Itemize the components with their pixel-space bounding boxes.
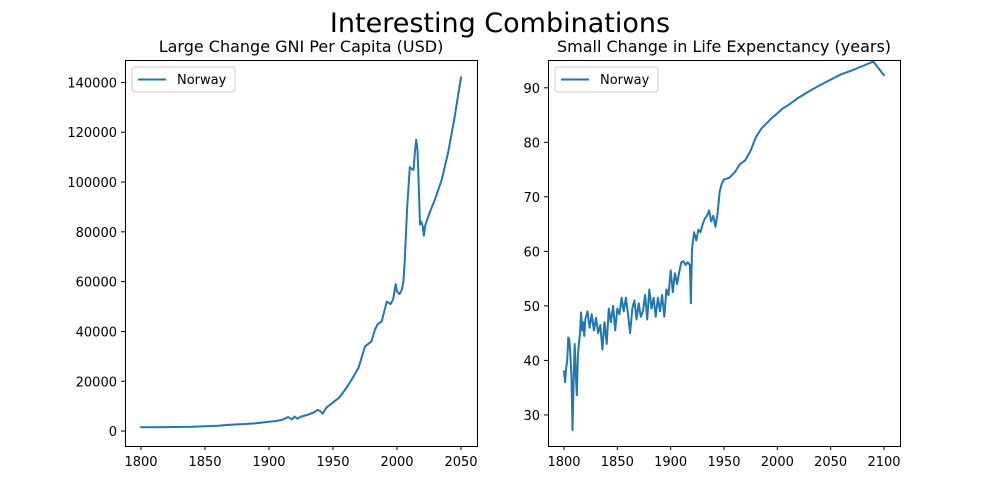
gni-legend-box: [131, 66, 236, 93]
life-expectancy-legend-box: [554, 66, 659, 93]
life-expectancy-x-tick-label: 1850: [601, 455, 634, 470]
gni-y-tick-label: 60000: [76, 276, 117, 291]
gni-x-tick-label: 2000: [380, 455, 413, 470]
gni-x-axis: 1800 1850 1900 1950 2000 2050: [124, 446, 478, 470]
life-expectancy-y-tick-label: 90: [523, 82, 540, 97]
gni-y-tick-label: 140000: [67, 76, 117, 91]
gni-x-tick-label: 1800: [124, 455, 157, 470]
life-expectancy-legend-label: Norway: [600, 73, 650, 88]
gni-y-tick-label: 0: [109, 425, 117, 440]
life-expectancy-y-axis: 30 40 50 60 70 80 90: [523, 82, 548, 424]
life-expectancy-x-axis: 1800 1850 1900 1950 2000 2050 2100: [547, 446, 901, 470]
life-expectancy-y-tick-label: 80: [523, 136, 540, 151]
gni-x-tick-label: 1950: [316, 455, 349, 470]
figure-title: Interesting Combinations: [330, 8, 670, 39]
gni-norway-line: [140, 76, 462, 429]
life-expectancy-x-tick-label: 1950: [707, 455, 740, 470]
gni-panel: Large Change GNI Per Capita (USD) 1800 18…: [67, 37, 478, 470]
gni-y-tick-label: 120000: [67, 126, 117, 141]
life-expectancy-norway-line: [563, 60, 885, 432]
gni-y-tick-label: 40000: [76, 325, 117, 340]
life-expectancy-chart-title: Small Change in Life Expenctancy (years): [557, 37, 891, 56]
life-expectancy-x-tick-label: 2100: [867, 455, 900, 470]
gni-axes-frame: [125, 60, 478, 447]
life-expectancy-x-tick-label: 2050: [814, 455, 847, 470]
life-expectancy-y-tick-label: 40: [523, 354, 540, 369]
gni-x-tick-label: 2050: [444, 455, 477, 470]
gni-y-tick-label: 20000: [76, 375, 117, 390]
gni-legend-label: Norway: [177, 73, 227, 88]
gni-chart-title: Large Change GNI Per Capita (USD): [159, 37, 444, 56]
life-expectancy-x-tick-label: 1800: [547, 455, 580, 470]
life-expectancy-panel: Small Change in Life Expenctancy (years)…: [523, 37, 901, 470]
gni-y-axis: 0 20000 40000 60000 80000 100000 120000 140000: [67, 76, 125, 440]
life-expectancy-legend: Norway: [554, 66, 659, 93]
gni-x-tick-label: 1900: [252, 455, 285, 470]
life-expectancy-x-tick-label: 1900: [654, 455, 687, 470]
life-expectancy-x-tick-label: 2000: [761, 455, 794, 470]
gni-legend: Norway: [131, 66, 236, 93]
gni-y-tick-label: 100000: [67, 176, 117, 191]
life-expectancy-axes-frame: [548, 60, 901, 447]
gni-y-tick-label: 80000: [76, 226, 117, 241]
life-expectancy-y-tick-label: 30: [523, 409, 540, 424]
gni-x-tick-label: 1850: [188, 455, 221, 470]
life-expectancy-y-tick-label: 70: [523, 191, 540, 206]
life-expectancy-y-tick-label: 60: [523, 245, 540, 260]
life-expectancy-y-tick-label: 50: [523, 300, 540, 315]
